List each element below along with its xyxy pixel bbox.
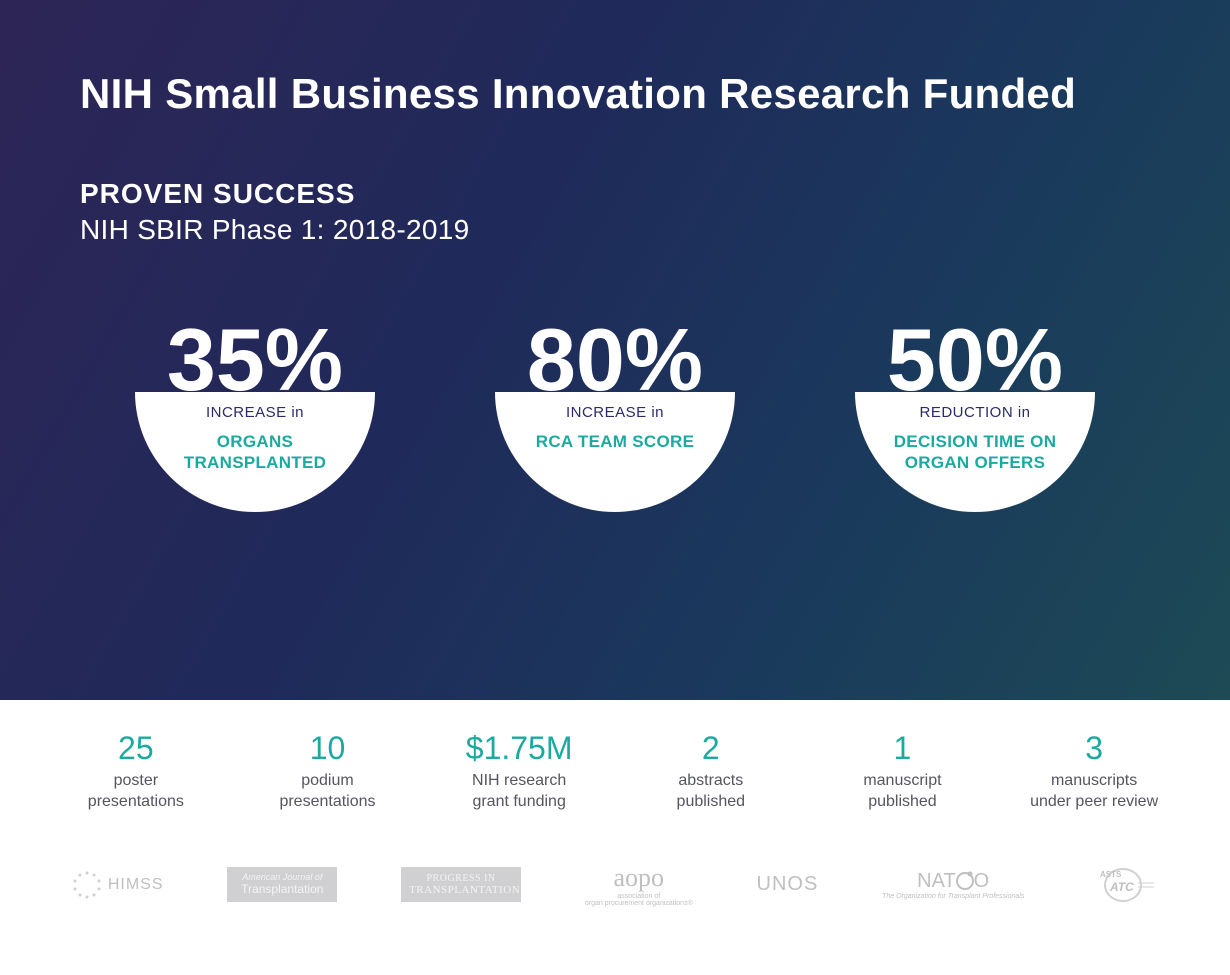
logo-badge: American Journal of Transplantation	[227, 867, 337, 902]
subtitle-bold: PROVEN SUCCESS	[80, 178, 1150, 210]
metric-card: 80% INCREASE in RCA TEAM SCORE	[465, 316, 765, 512]
dotted-circle-icon	[72, 870, 102, 900]
stat-label: podium presentations	[279, 771, 375, 813]
svg-text:ATC: ATC	[1109, 880, 1134, 894]
logo-text: aopo	[614, 863, 665, 893]
metrics-row: 35% INCREASE in ORGANS TRANSPLANTED 80% …	[80, 316, 1150, 512]
logo-unos: UNOS	[757, 873, 819, 896]
logo-text: UNOS	[757, 873, 819, 896]
stat-item: 10 podium presentations	[257, 730, 397, 813]
stat-label: abstracts published	[677, 771, 746, 813]
stat-value: 25	[118, 730, 154, 767]
subtitle-light: NIH SBIR Phase 1: 2018-2019	[80, 214, 1150, 246]
metric-value: 35%	[167, 316, 343, 404]
swirl-icon	[954, 870, 976, 892]
logo-natco: NAT O The Organization for Transplant Pr…	[882, 870, 1024, 900]
metric-value: 80%	[527, 316, 703, 404]
logo-aopo: aopo association oforgan procurement org…	[585, 863, 693, 907]
metric-card: 35% INCREASE in ORGANS TRANSPLANTED	[105, 316, 405, 512]
stamp-icon: ASTS ATC	[1088, 865, 1158, 905]
logo-text: HIMSS	[108, 876, 164, 894]
logos-bar: HIMSS American Journal of Transplantatio…	[0, 833, 1230, 937]
stat-label: manuscripts under peer review	[1030, 771, 1158, 813]
stat-label: NIH research grant funding	[472, 771, 566, 813]
metric-bowl: REDUCTION in DECISION TIME ON ORGAN OFFE…	[855, 392, 1095, 512]
metric-bowl: INCREASE in ORGANS TRANSPLANTED	[135, 392, 375, 512]
logo-ajt: American Journal of Transplantation	[227, 867, 337, 902]
metric-value: 50%	[887, 316, 1063, 404]
stat-item: 2 abstracts published	[641, 730, 781, 813]
metric-label: RCA TEAM SCORE	[518, 431, 712, 452]
stat-item: $1.75M NIH research grant funding	[449, 730, 589, 813]
metric-label: DECISION TIME ON ORGAN OFFERS	[855, 431, 1095, 474]
stat-label: manuscript published	[863, 771, 941, 813]
logo-tagline: association oforgan procurement organiza…	[585, 893, 693, 907]
hero-section: NIH Small Business Innovation Research F…	[0, 0, 1230, 700]
stats-bar: 25 poster presentations 10 podium presen…	[0, 700, 1230, 833]
stat-value: 10	[310, 730, 346, 767]
logo-tagline: The Organization for Transplant Professi…	[882, 893, 1024, 900]
logo-asts: ASTS ATC	[1088, 865, 1158, 905]
subtitle-block: PROVEN SUCCESS NIH SBIR Phase 1: 2018-20…	[80, 178, 1150, 246]
main-title: NIH Small Business Innovation Research F…	[80, 70, 1150, 118]
stat-value: 2	[702, 730, 720, 767]
logo-badge: PROGRESS IN TRANSPLANTATION	[401, 867, 521, 902]
stat-value: 1	[894, 730, 912, 767]
logo-progress: PROGRESS IN TRANSPLANTATION	[401, 867, 521, 902]
stat-value: 3	[1085, 730, 1103, 767]
svg-text:ASTS: ASTS	[1100, 870, 1122, 879]
stat-label: poster presentations	[88, 771, 184, 813]
metric-label: ORGANS TRANSPLANTED	[135, 431, 375, 474]
stat-item: 25 poster presentations	[66, 730, 206, 813]
metric-card: 50% REDUCTION in DECISION TIME ON ORGAN …	[825, 316, 1125, 512]
stat-value: $1.75M	[466, 730, 573, 767]
stat-item: 3 manuscripts under peer review	[1024, 730, 1164, 813]
stat-item: 1 manuscript published	[832, 730, 972, 813]
metric-bowl: INCREASE in RCA TEAM SCORE	[495, 392, 735, 512]
logo-himss: HIMSS	[72, 870, 164, 900]
